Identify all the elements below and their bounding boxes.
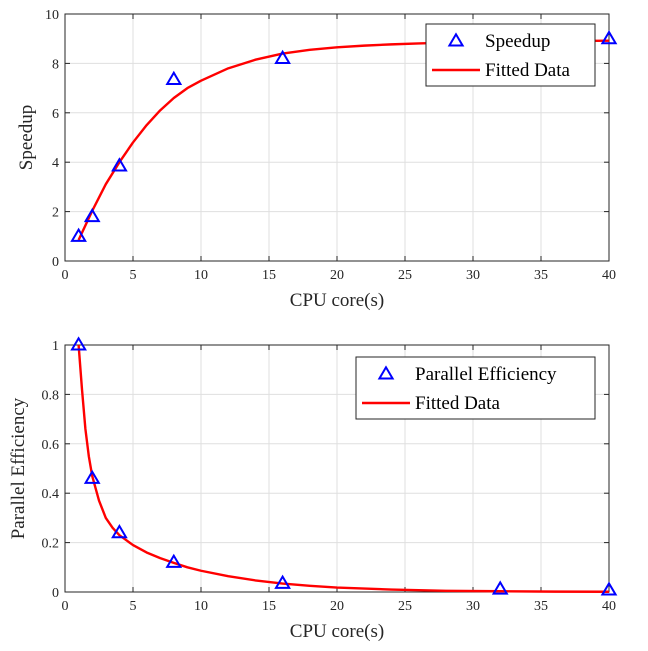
data-point [165,70,183,85]
data-point [70,336,87,351]
y-tick-label: 4 [52,156,59,171]
data-point [600,581,618,596]
legend-label: Fitted Data [485,60,571,81]
y-tick-label: 1 [52,339,59,354]
x-tick-label: 35 [534,599,548,614]
x-tick-label: 15 [262,599,276,614]
x-tick-label: 10 [194,268,208,283]
speedup-chart: 0 5 10 15 20 25 30 35 40 0 2 4 6 8 10 CPU core(s) Speedu… [16,8,618,311]
data-point [491,580,509,595]
legend-label: Parallel Efficiency [415,364,557,385]
data-point [111,524,128,539]
legend-label: Fitted Data [415,393,501,414]
x-tick-label: 25 [398,599,412,614]
legend-label: Speedup [485,31,550,52]
x-tick-label: 40 [602,268,616,283]
legend-box [355,356,596,420]
data-point [274,574,291,589]
x-tick-label: 5 [130,268,137,283]
x-tick-label: 40 [602,599,616,614]
x-tick-label: 35 [534,268,548,283]
fitted-line [77,344,610,593]
x-tick-label: 0 [62,268,69,283]
y-axis-label: Speedup [16,105,37,170]
parallel-efficiency-chart: 0 5 10 15 20 25 30 35 40 0 0.2 0.4 0.6 0.8 1 CPU core(s… [8,336,618,642]
data-point [600,30,618,45]
y-tick-label: 0.4 [42,487,60,502]
data-point [274,49,291,64]
y-tick-label: 8 [52,57,59,72]
x-tick-label: 0 [62,599,69,614]
data-point [111,157,128,172]
x-tick-label: 15 [262,268,276,283]
y-tick-label: 0.6 [42,438,60,453]
data-point [83,207,101,223]
y-tick-label: 6 [52,107,59,122]
legend-marker [447,32,465,47]
data-point [70,227,87,242]
legend-box [425,23,596,87]
x-tick-label: 25 [398,268,412,283]
y-tick-label: 0 [52,586,59,601]
data-point [83,469,101,484]
legend-marker [377,365,395,380]
x-tick-label: 20 [330,268,344,283]
y-tick-label: 0.8 [42,388,60,403]
y-tick-label: 2 [52,206,59,221]
x-tick-label: 10 [194,599,208,614]
y-axis-label: Parallel Efficiency [8,397,29,539]
x-tick-label: 20 [330,599,344,614]
y-tick-label: 0.2 [42,537,60,552]
y-tick-label: 0 [52,255,59,270]
y-tick-label: 10 [45,8,59,23]
x-axis-label: CPU core(s) [290,621,384,642]
x-tick-label: 5 [130,599,137,614]
x-axis-label: CPU core(s) [290,290,384,311]
x-tick-label: 30 [466,599,480,614]
x-tick-label: 30 [466,268,480,283]
data-point [165,553,183,568]
